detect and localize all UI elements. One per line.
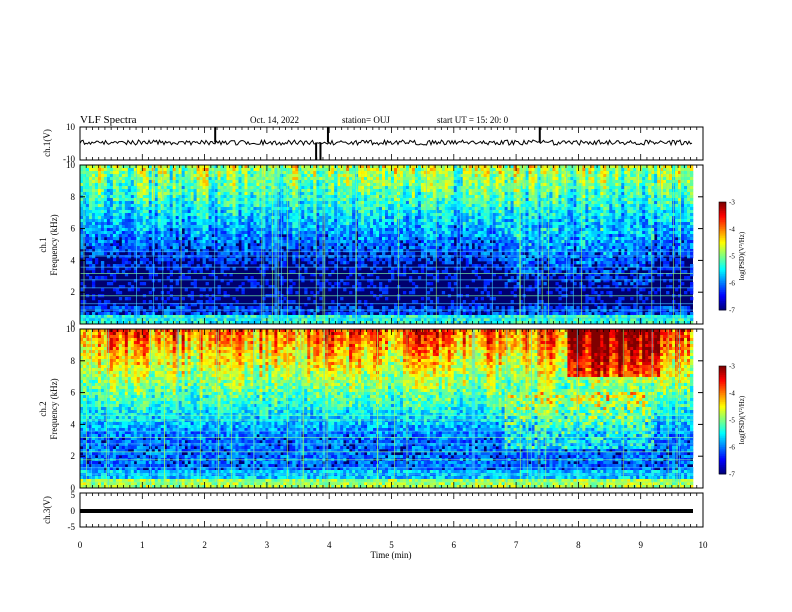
spectrogram-ytick-label: 4 <box>71 419 76 429</box>
colorbar-tick-label: -4 <box>729 390 735 398</box>
x-axis-ticks <box>79 127 704 527</box>
x-tick-label: 10 <box>699 540 709 550</box>
ch1-waveform-ylabel: ch.1(V) <box>42 129 52 157</box>
ch2-spectrogram-image <box>80 329 703 489</box>
ch1-ytick-bottom: -10 <box>63 154 75 164</box>
spectrogram-ytick-label: 6 <box>71 388 76 398</box>
ch1-colorbar: -3 -4 -5 -6 -7 log(PSD)(V²/Hz) <box>718 199 746 315</box>
ch1-spectrogram-image <box>80 165 703 325</box>
colorbar-label: log(PSD)(V²/Hz) <box>738 395 746 444</box>
spectrogram-ytick-label: 8 <box>71 192 76 202</box>
ch3-ytick-middle: 0 <box>71 506 76 516</box>
ch1-spectrogram-ylabel-frequency: Frequency (kHz) <box>49 214 59 275</box>
x-axis-tick-labels: 0 1 2 3 4 5 6 7 8 9 10 <box>78 540 708 550</box>
spectrogram-ytick-label: 8 <box>71 356 76 366</box>
x-tick-label: 6 <box>452 540 457 550</box>
figure-start-time: start UT = 15: 20: 0 <box>437 115 509 125</box>
colorbar-tick-label: -6 <box>729 444 735 452</box>
ch1-spectrogram-ylabel-channel: ch.1 <box>38 237 48 252</box>
ch1-waveform-spikes <box>214 127 541 160</box>
ch2-spectrogram-yticks: 0 2 4 6 8 10 <box>66 324 703 493</box>
figure-station: station= OUJ <box>342 115 390 125</box>
colorbar-tick-label: -7 <box>729 307 735 315</box>
spectrogram-ytick-label: 10 <box>66 160 76 170</box>
spectrogram-ytick-label: 10 <box>66 324 76 334</box>
ch2-spectrogram-ylabel-frequency: Frequency (kHz) <box>49 378 59 439</box>
spectrogram-ytick-label: 6 <box>71 224 76 234</box>
ch1-waveform-trace <box>79 138 693 147</box>
colorbar-tick-label: -3 <box>729 363 735 371</box>
spectrogram-ytick-label: 2 <box>71 287 76 297</box>
colorbar-tick-label: -6 <box>729 280 735 288</box>
x-axis-label: Time (min) <box>371 550 412 560</box>
ch2-spectrogram-ylabel-channel: ch.2 <box>38 401 48 416</box>
colorbar-tick-label: -3 <box>729 199 735 207</box>
ch3-ytick-bottom: -5 <box>68 522 76 532</box>
ch2-colorbar: -3 -4 -5 -6 -7 log(PSD)(V²/Hz) <box>718 363 746 479</box>
x-tick-label: 9 <box>638 540 643 550</box>
ch3-waveform-trace <box>80 509 693 513</box>
ch1-spectrogram-yticks: 0 2 4 6 8 10 <box>66 160 703 329</box>
colorbar-tick-label: -5 <box>729 417 735 425</box>
x-tick-label: 5 <box>389 540 394 550</box>
ch3-waveform-ylabel: ch.3(V) <box>42 496 52 524</box>
spectrogram-ytick-label: 0 <box>71 483 76 493</box>
figure-title: VLF Spectra <box>80 114 137 126</box>
x-tick-label: 0 <box>78 540 83 550</box>
x-tick-label: 2 <box>202 540 207 550</box>
figure-date: Oct. 14, 2022 <box>250 115 299 125</box>
x-tick-label: 7 <box>514 540 519 550</box>
ch2-spectrogram-panel: 0 2 4 6 8 10 ch.2 Frequency (kHz) -3 -4 -5 -6 -7 l… <box>38 324 746 493</box>
ch1-ytick-top: 10 <box>66 122 76 132</box>
colorbar-label: log(PSD)(V²/Hz) <box>738 231 746 280</box>
spectrogram-ytick-label: 0 <box>71 319 76 329</box>
x-tick-label: 4 <box>327 540 332 550</box>
ch3-ytick-top: 5 <box>71 490 76 500</box>
x-tick-label: 1 <box>140 540 145 550</box>
x-tick-label: 8 <box>576 540 581 550</box>
spectrogram-ytick-label: 2 <box>71 451 76 461</box>
colorbar-tick-label: -4 <box>729 226 735 234</box>
spectrogram-ytick-label: 4 <box>71 255 76 265</box>
colorbar-tick-label: -5 <box>729 253 735 261</box>
ch1-spectrogram-panel: 0 2 4 6 8 10 ch.1 Frequency (kHz) -3 -4 -5 -6 -7 l… <box>38 160 746 329</box>
x-tick-label: 3 <box>265 540 270 550</box>
colorbar-tick-label: -7 <box>729 471 735 479</box>
